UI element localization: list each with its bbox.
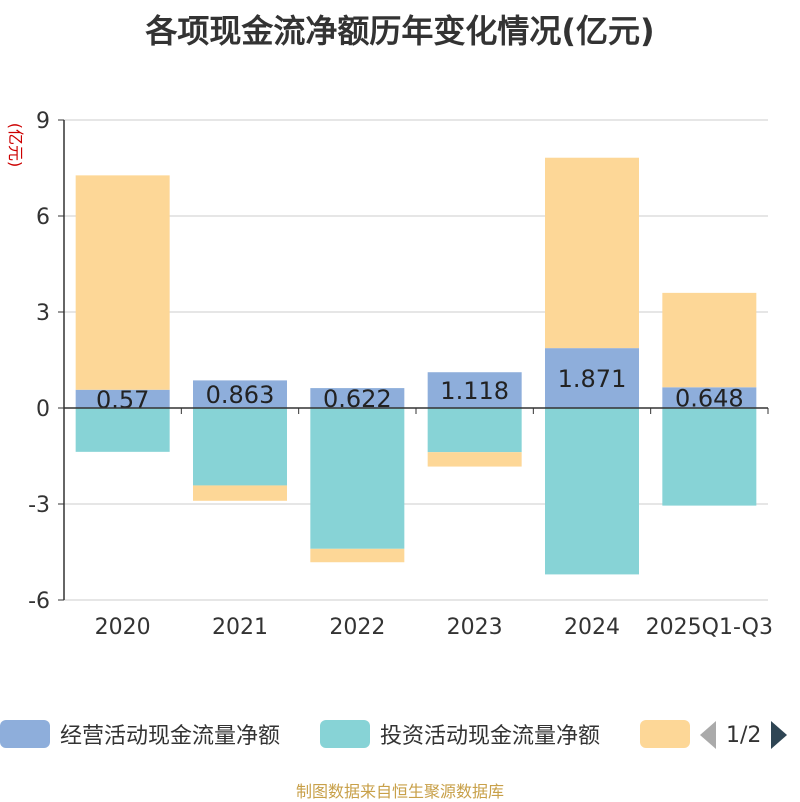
legend-item-investing[interactable]: 投资活动现金流量净额 — [320, 720, 601, 749]
bar-series0-2023 — [427, 372, 522, 408]
data-label-2021: 0.863 — [206, 381, 275, 409]
y-tick-label-5: 9 — [36, 109, 50, 134]
bar-series0-2024 — [545, 348, 639, 408]
x-tick-label-2022: 2022 — [329, 615, 385, 640]
bar-series2-2025Q1-Q3 — [662, 292, 757, 388]
bar-series0-2021 — [193, 380, 287, 408]
bar-series1-2021 — [193, 408, 287, 486]
y-axis-label: (亿元) — [6, 123, 25, 168]
bar-series1-2025Q1-Q3 — [662, 408, 757, 506]
x-tick-label-2024: 2024 — [564, 615, 620, 640]
bar-series0-2020 — [75, 389, 170, 408]
legend-swatch-investing — [320, 720, 370, 748]
y-tick-label-4: 6 — [36, 205, 50, 230]
next-page-icon[interactable] — [771, 721, 788, 749]
legend-swatch-operating — [0, 720, 50, 748]
source-note: 制图数据来自恒生聚源数据库 — [295, 782, 504, 801]
x-tick-label-2021: 2021 — [212, 615, 268, 640]
bar-series0-2025Q1-Q3 — [662, 387, 757, 408]
bar-series1-2022 — [310, 408, 405, 549]
legend-label-operating: 经营活动现金流量净额 — [60, 724, 281, 749]
previous-page-icon[interactable] — [700, 721, 716, 749]
legend: 经营活动现金流量净额 投资活动现金流量净额 1/2 — [0, 716, 800, 752]
bar-series2-2020 — [75, 175, 170, 390]
legend-swatch-financing — [640, 720, 690, 748]
bar-series2-2021 — [193, 485, 287, 501]
legend-label-investing: 投资活动现金流量净额 — [380, 724, 601, 749]
bar-series2-2023 — [427, 452, 522, 467]
data-label-2024: 1.871 — [558, 365, 627, 393]
x-tick-label-2025Q1-Q3: 2025Q1-Q3 — [646, 615, 773, 640]
y-tick-label-2: 0 — [36, 397, 50, 422]
y-tick-label-1: -3 — [28, 493, 50, 518]
legend-item-financing[interactable] — [640, 720, 690, 748]
x-tick-label-2020: 2020 — [95, 615, 151, 640]
y-tick-label-3: 3 — [36, 301, 50, 326]
chart-title: 各项现金流净额历年变化情况(亿元) — [145, 12, 655, 50]
bar-series2-2024 — [545, 157, 639, 349]
legend-page-indicator: 1/2 — [726, 722, 762, 748]
bar-series1-2020 — [75, 408, 170, 452]
legend-pager: 1/2 — [700, 720, 788, 750]
y-tick-label-0: -6 — [28, 589, 50, 614]
data-label-2023: 1.118 — [440, 377, 509, 405]
bar-series0-2022 — [310, 388, 405, 408]
bar-series1-2024 — [545, 408, 639, 575]
legend-item-operating[interactable]: 经营活动现金流量净额 — [0, 720, 281, 749]
x-tick-label-2023: 2023 — [447, 615, 503, 640]
bar-series1-2023 — [427, 408, 522, 453]
bar-series2-2022 — [310, 548, 405, 563]
